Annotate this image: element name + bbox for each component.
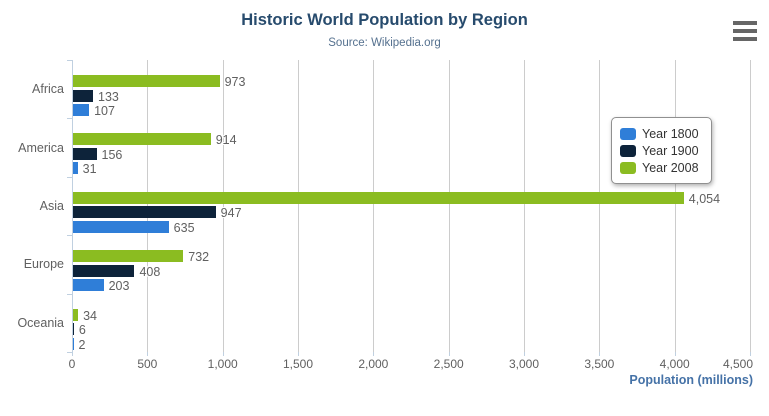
bar-year-2008-europe[interactable] — [73, 250, 184, 263]
gridline — [750, 60, 751, 352]
x-axis-tick — [147, 352, 149, 356]
x-axis-tick — [72, 352, 73, 356]
bar-year-1900-oceania[interactable] — [73, 323, 74, 336]
category-label-asia: Asia — [39, 199, 64, 213]
context-menu-button[interactable] — [730, 17, 760, 45]
y-axis-line — [72, 60, 73, 352]
y-axis-tick — [67, 352, 72, 353]
gridline — [298, 60, 299, 352]
data-label-year-1800-europe: 203 — [108, 279, 130, 294]
x-tick-label: 3,000 — [508, 357, 540, 371]
bar-year-1800-europe[interactable] — [73, 279, 104, 292]
bar-year-1800-oceania[interactable] — [73, 337, 74, 350]
legend-item-year-1900[interactable]: Year 1900 — [620, 142, 699, 159]
x-axis-tick — [674, 352, 676, 356]
gridline — [373, 60, 375, 352]
bar-year-2008-africa[interactable] — [73, 75, 220, 87]
x-axis-tick — [524, 352, 525, 356]
bar-year-2008-asia[interactable] — [73, 191, 684, 204]
data-label-year-1800-africa: 107 — [94, 104, 115, 118]
x-axis-tick — [599, 352, 601, 356]
data-label-year-2008-africa: 973 — [224, 75, 246, 89]
y-axis-tick — [67, 176, 72, 178]
gridline — [448, 60, 450, 352]
legend-swatch-year-1900 — [620, 144, 636, 157]
chart-title: Historic World Population by Region — [241, 11, 528, 29]
legend-swatch-year-2008 — [620, 161, 636, 174]
data-label-year-2008-europe: 732 — [188, 250, 210, 265]
gridline — [674, 60, 676, 352]
data-label-year-1900-america: 156 — [101, 147, 123, 162]
gridline — [524, 60, 525, 352]
gridline — [599, 60, 601, 352]
bar-year-1800-america[interactable] — [73, 162, 78, 175]
legend-label: Year 1800 — [642, 126, 699, 141]
y-axis-tick — [67, 60, 72, 61]
data-label-year-1900-oceania: 6 — [78, 323, 86, 338]
category-label-europe: Europe — [23, 257, 64, 272]
legend-label: Year 2008 — [642, 160, 699, 175]
bar-year-1800-africa[interactable] — [73, 104, 90, 116]
chart-subtitle: Source: Wikipedia.org — [328, 37, 441, 49]
gridline — [147, 60, 149, 352]
bar-year-1900-asia[interactable] — [73, 206, 216, 219]
x-tick-label: 0 — [68, 357, 76, 371]
data-label-year-1900-africa: 133 — [98, 89, 119, 104]
data-label-year-1900-europe: 408 — [139, 264, 161, 279]
data-label-year-1800-america: 31 — [82, 162, 97, 177]
x-tick-label: 2,500 — [433, 357, 464, 371]
y-axis-tick — [67, 118, 72, 120]
category-label-africa: Africa — [32, 82, 64, 97]
bar-year-1800-asia[interactable] — [73, 220, 169, 233]
x-axis-tick — [750, 352, 751, 356]
category-label-america: America — [18, 140, 64, 155]
x-tick-label: 2,000 — [358, 357, 389, 371]
data-label-year-2008-america: 914 — [215, 133, 237, 148]
x-axis-tick — [298, 352, 299, 356]
legend-item-year-2008[interactable]: Year 2008 — [620, 159, 699, 176]
x-axis-tick — [222, 352, 224, 356]
x-axis-tick — [448, 352, 450, 356]
y-axis-tick — [67, 235, 72, 237]
legend-label: Year 1900 — [642, 143, 699, 158]
bar-year-1900-america[interactable] — [73, 147, 97, 160]
category-label-oceania: Oceania — [17, 315, 64, 330]
bar-year-2008-oceania[interactable] — [73, 308, 79, 321]
x-axis-tick — [373, 352, 375, 356]
data-label-year-1800-asia: 635 — [173, 220, 195, 235]
y-axis-tick — [67, 293, 72, 295]
x-tick-label: 3,500 — [584, 357, 615, 371]
bar-year-2008-america[interactable] — [73, 133, 211, 146]
bar-year-1900-europe[interactable] — [73, 264, 135, 277]
x-tick-label: 1,500 — [282, 357, 314, 371]
x-axis-title: Population (millions) — [629, 373, 753, 387]
data-label-year-1800-oceania: 2 — [78, 337, 86, 352]
gridline — [222, 60, 224, 352]
legend-swatch-year-1800 — [620, 127, 636, 140]
bar-year-1900-africa[interactable] — [73, 89, 94, 102]
hamburger-icon — [733, 21, 757, 41]
data-label-year-2008-oceania: 34 — [83, 308, 98, 323]
data-label-year-1900-asia: 947 — [220, 206, 242, 221]
legend-item-year-1800[interactable]: Year 1800 — [620, 125, 699, 142]
x-tick-label: 4,000 — [659, 357, 690, 371]
legend: Year 1800 Year 1900 Year 2008 — [611, 117, 712, 184]
data-label-year-2008-asia: 4,054 — [688, 191, 721, 206]
x-tick-label: 4,500 — [722, 357, 753, 371]
x-tick-label: 1,000 — [207, 357, 238, 371]
x-tick-label: 500 — [137, 357, 158, 371]
